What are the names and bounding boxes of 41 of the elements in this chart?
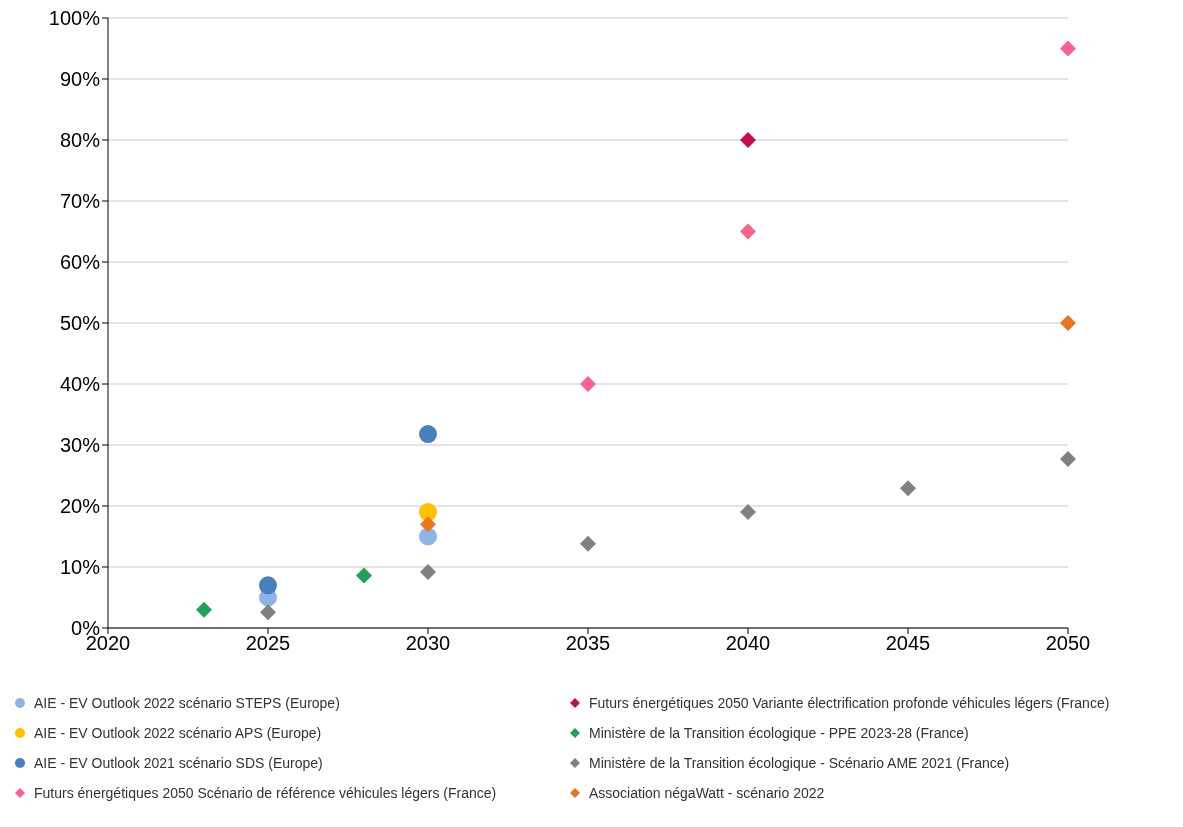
point	[259, 576, 277, 595]
point	[356, 567, 372, 584]
point	[260, 604, 276, 621]
y-tick-label: 20%	[59, 495, 101, 518]
y-tick-label: 70%	[59, 190, 101, 213]
y-tick-label: 30%	[59, 434, 101, 457]
y-tick-label: 90%	[59, 68, 101, 91]
x-tick-label: 2050	[1045, 632, 1091, 655]
point	[1060, 40, 1076, 57]
legend-label: Ministère de la Transition écologique - PPE 2023-28 (France)	[589, 725, 969, 741]
point	[420, 516, 436, 533]
point	[1060, 315, 1076, 331]
point	[1060, 451, 1076, 468]
y-tick-label: 80%	[59, 129, 101, 152]
point	[196, 601, 212, 618]
point	[419, 425, 437, 444]
point	[740, 504, 756, 521]
x-tick-label: 2030	[405, 632, 451, 655]
point	[740, 132, 756, 148]
legend-label: Futurs énergétiques 2050 Variante électrification profonde véhicules légers (France)	[589, 695, 1110, 711]
legend-label: Association négaWatt - scénario 2022	[589, 785, 825, 801]
y-tick-label: 50%	[59, 312, 101, 335]
x-tick-label: 2025	[245, 632, 291, 655]
point	[580, 535, 596, 552]
legend-label: AIE - EV Outlook 2022 scénario APS (Europe)	[34, 725, 322, 741]
point	[420, 563, 436, 580]
legend-label: AIE - EV Outlook 2022 scénario STEPS (Europe)	[34, 695, 340, 711]
y-tick-label: 10%	[59, 556, 101, 579]
point	[740, 223, 756, 240]
legend-label: AIE - EV Outlook 2021 scénario SDS (Europe)	[34, 755, 323, 771]
x-tick-label: 2045	[885, 632, 931, 655]
point	[419, 503, 437, 522]
point	[900, 480, 916, 497]
x-tick-label: 2040	[725, 632, 771, 655]
x-tick-label: 2035	[565, 632, 611, 655]
y-tick-label: 60%	[59, 251, 101, 274]
y-tick-label: 100%	[48, 7, 101, 30]
legend-label: Futurs énergétiques 2050 Scénario de référence véhicules légers (France)	[34, 785, 497, 801]
y-tick-label: 40%	[59, 373, 101, 396]
point	[580, 376, 596, 392]
legend-label: Ministère de la Transition écologique - Scénario AME 2021 (France)	[589, 755, 1010, 771]
